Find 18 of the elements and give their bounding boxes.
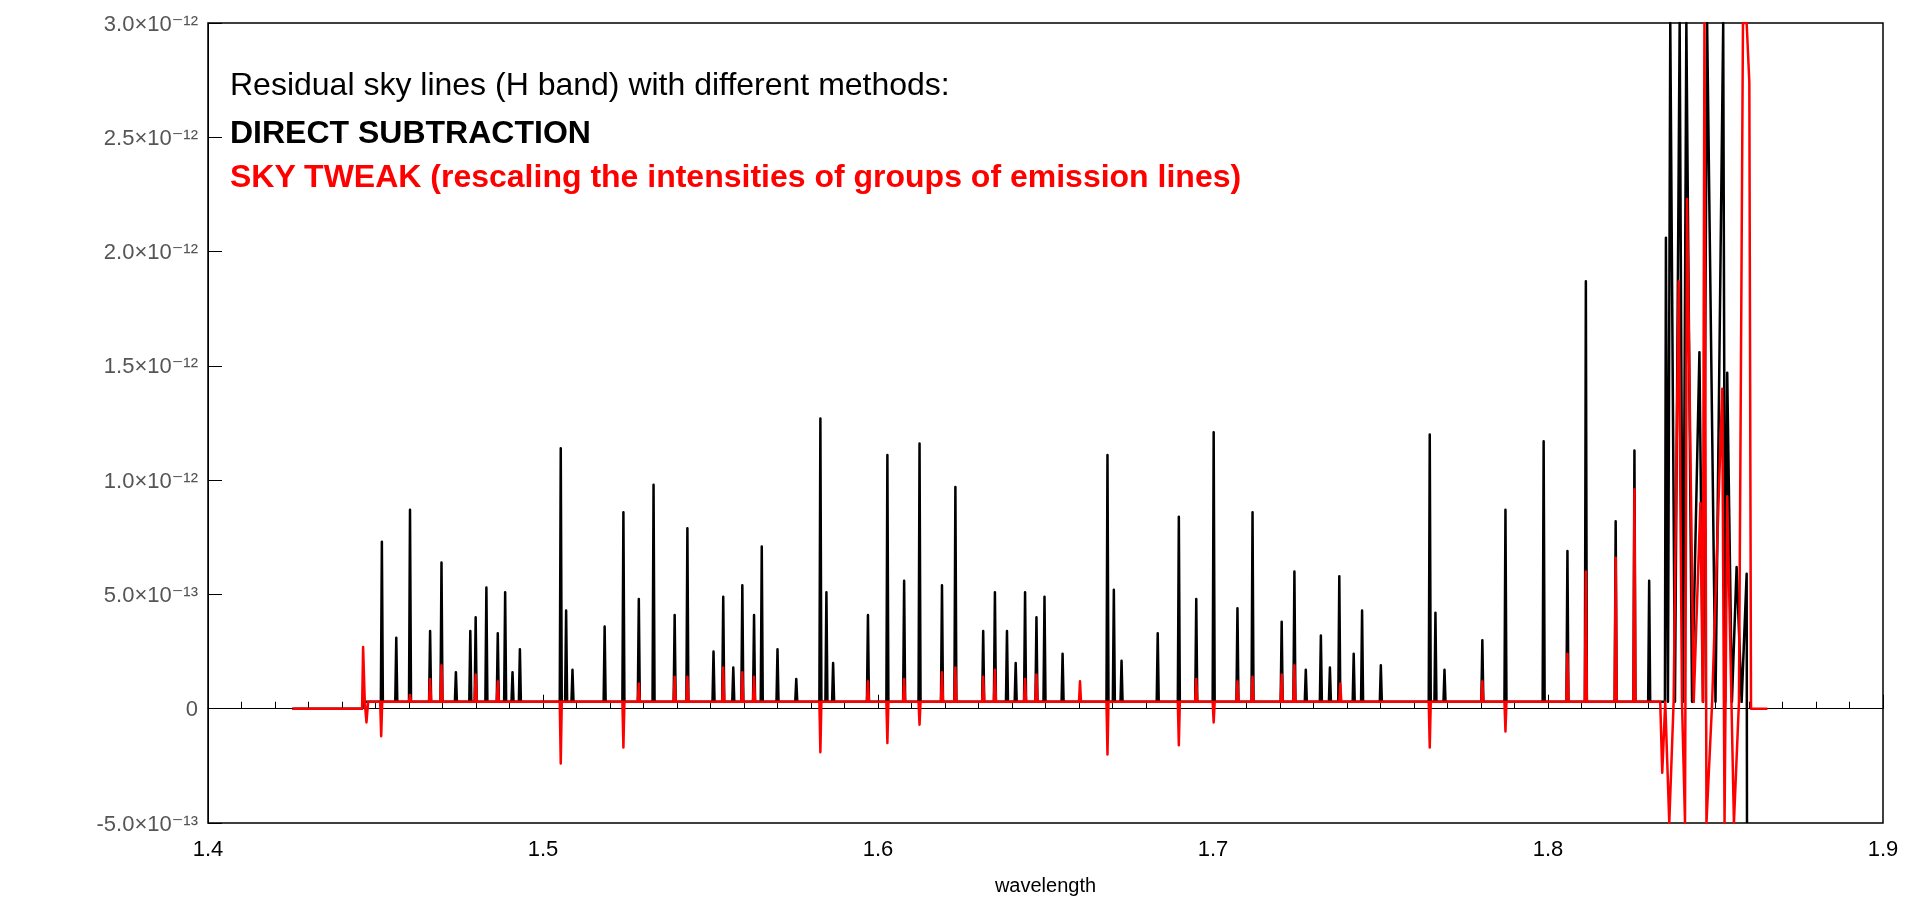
y-tick-label: 2.0×10⁻¹² (103, 239, 198, 265)
x-tick-label: 1.8 (1532, 835, 1564, 861)
y-tick-label: 2.5×10⁻¹² (103, 124, 198, 150)
text: DIRECT SUBTRACTION (230, 114, 591, 150)
x-tick-label: 1.5 (527, 835, 559, 861)
y-tick-label: 1.5×10⁻¹² (103, 353, 198, 379)
y-tick-label: 0 (185, 696, 198, 722)
text: Residual sky lines (H band) with different methods: (230, 66, 950, 102)
x-tick-label: 1.4 (192, 835, 224, 861)
x-axis-title: wavelength (993, 874, 1097, 896)
x-tick-label: 1.6 (862, 835, 894, 861)
y-tick-label: -5.0×10⁻¹³ (96, 810, 198, 836)
y-tick-label: 1.0×10⁻¹² (103, 467, 198, 493)
text: SKY TWEAK (rescaling the intensities of groups of emission lines) (230, 158, 1242, 194)
x-tick-label: 1.9 (1867, 835, 1899, 861)
y-tick-label: 3.0×10⁻¹² (103, 10, 198, 36)
x-tick-label: 1.7 (1197, 835, 1229, 861)
y-tick-label: 5.0×10⁻¹³ (103, 581, 198, 607)
